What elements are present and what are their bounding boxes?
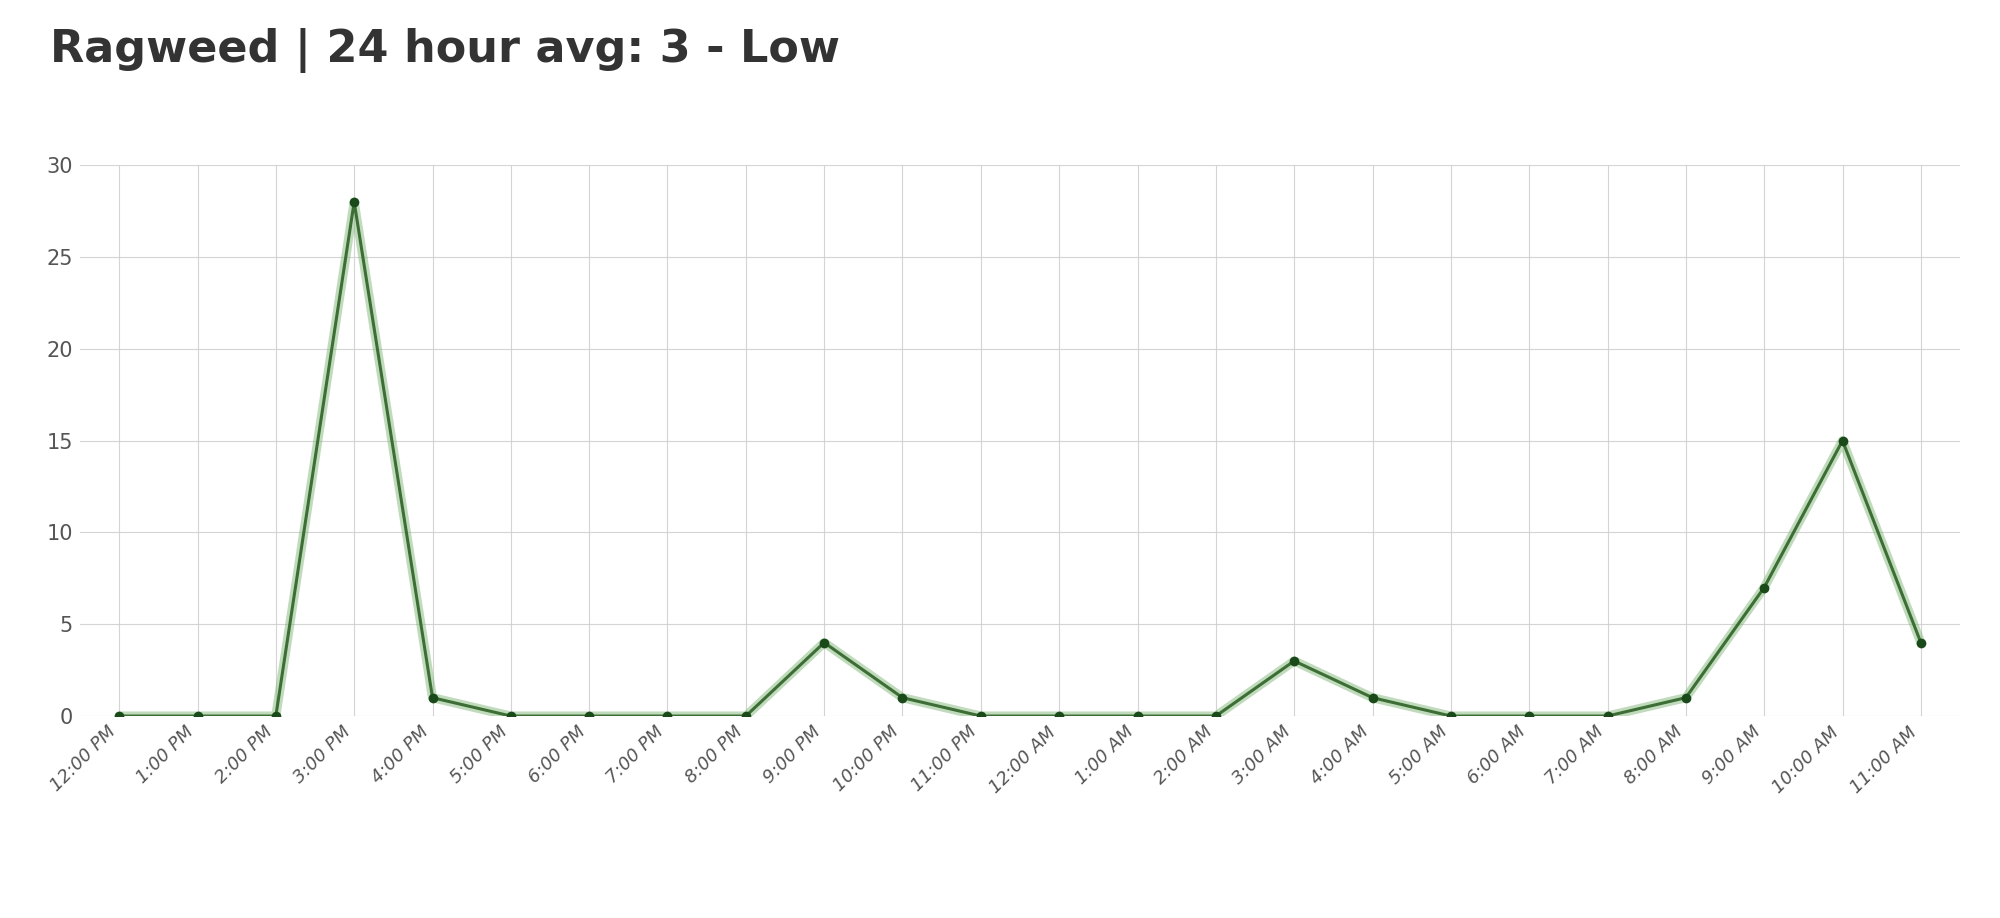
Point (574, 709, 606, 723)
Point (260, 709, 292, 723)
Point (1356, 690, 1388, 705)
Point (1826, 433, 1858, 448)
Point (1278, 654, 1310, 668)
Point (104, 709, 136, 723)
Point (964, 709, 996, 723)
Point (1122, 709, 1154, 723)
Point (416, 690, 448, 705)
Point (808, 635, 840, 650)
Point (886, 690, 918, 705)
Point (182, 709, 214, 723)
Point (1592, 709, 1624, 723)
Point (1670, 690, 1702, 705)
Point (1904, 635, 1936, 650)
Point (1434, 709, 1466, 723)
Point (1044, 709, 1076, 723)
Point (730, 709, 762, 723)
Point (1748, 580, 1780, 595)
Point (1514, 709, 1546, 723)
Point (1200, 709, 1232, 723)
Point (494, 709, 526, 723)
Point (338, 195, 370, 209)
Point (652, 709, 684, 723)
Text: Ragweed | 24 hour avg: 3 - Low: Ragweed | 24 hour avg: 3 - Low (50, 28, 840, 73)
